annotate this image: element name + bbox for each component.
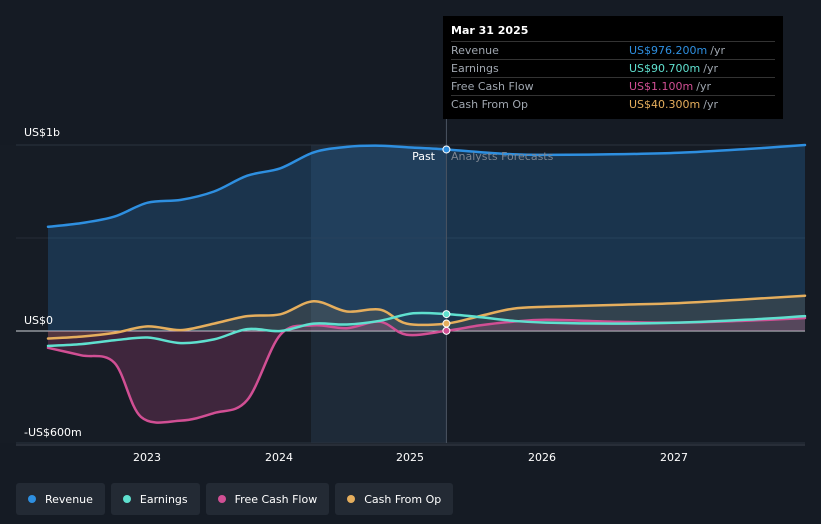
x-tick-label: 2024 [265, 451, 293, 464]
legend-label: Free Cash Flow [234, 492, 318, 506]
tooltip-row-name: Free Cash Flow [451, 80, 534, 93]
past-shade [310, 145, 447, 443]
free-cash-flow-marker [442, 326, 451, 335]
tooltip-row-value: US$90.700m [629, 62, 701, 75]
x-tick-label: 2023 [133, 451, 161, 464]
legend: Revenue Earnings Free Cash Flow Cash Fro… [16, 483, 454, 515]
x-tick-label: 2027 [660, 451, 688, 464]
legend-dot-icon [122, 495, 131, 503]
legend-dot-icon [217, 495, 226, 503]
tooltip-row-revenue: Revenue US$976.200m /yr [451, 41, 775, 59]
tooltip-row-name: Revenue [451, 44, 499, 57]
revenue-marker [442, 145, 451, 154]
cash-from-op-area [48, 295, 805, 339]
forecast-label: Analysts Forecasts [451, 150, 554, 163]
history-shade [0, 145, 311, 443]
tooltip-row-free-cash-flow: Free Cash Flow US$1.100m /yr [451, 77, 775, 95]
legend-label: Earnings [139, 492, 188, 506]
legend-item-cash-from-op[interactable]: Cash From Op [335, 483, 454, 515]
x-tick-label: 2025 [396, 451, 424, 464]
cash-from-op-marker [442, 319, 451, 328]
tooltip-row-unit: /yr [703, 98, 718, 111]
tooltip-row-name: Cash From Op [451, 98, 529, 111]
legend-item-free-cash-flow[interactable]: Free Cash Flow [205, 483, 330, 515]
tooltip-row-name: Earnings [451, 62, 499, 75]
tooltip-row-unit: /yr [696, 80, 711, 93]
tooltip-row-unit: /yr [710, 44, 725, 57]
legend-item-revenue[interactable]: Revenue [16, 483, 105, 515]
y-axis-label-top: US$1b [24, 126, 61, 139]
y-axis-label-bottom: -US$600m [24, 426, 82, 439]
cash-from-op-line [46, 294, 807, 340]
tooltip-row-unit: /yr [703, 62, 718, 75]
chart-area: US$1b US$0 -US$600m 2023 2024 2025 2026 … [0, 16, 807, 464]
y-axis-label-zero: US$0 [24, 314, 54, 327]
legend-label: Revenue [45, 492, 93, 506]
earnings-line [46, 311, 807, 348]
tooltip-row-value: US$1.100m [629, 80, 694, 93]
legend-label: Cash From Op [364, 492, 442, 506]
revenue-line [46, 143, 807, 229]
free-cash-flow-area [48, 318, 805, 423]
chart-svg [0, 16, 807, 446]
legend-dot-icon [347, 495, 356, 503]
revenue-area [48, 145, 805, 331]
tooltip: Mar 31 2025 Revenue US$976.200m /yr Earn… [443, 16, 783, 119]
past-label: Past [412, 150, 435, 163]
tooltip-row-earnings: Earnings US$90.700m /yr [451, 59, 775, 77]
tooltip-date: Mar 31 2025 [451, 24, 529, 37]
earnings-marker [442, 310, 451, 319]
legend-item-earnings[interactable]: Earnings [110, 483, 200, 515]
x-tick-label: 2026 [528, 451, 556, 464]
tooltip-row-cash-from-op: Cash From Op US$40.300m /yr [451, 95, 775, 113]
tooltip-row-value: US$40.300m [629, 98, 701, 111]
legend-dot-icon [28, 495, 36, 503]
tooltip-row-value: US$976.200m [629, 44, 708, 57]
